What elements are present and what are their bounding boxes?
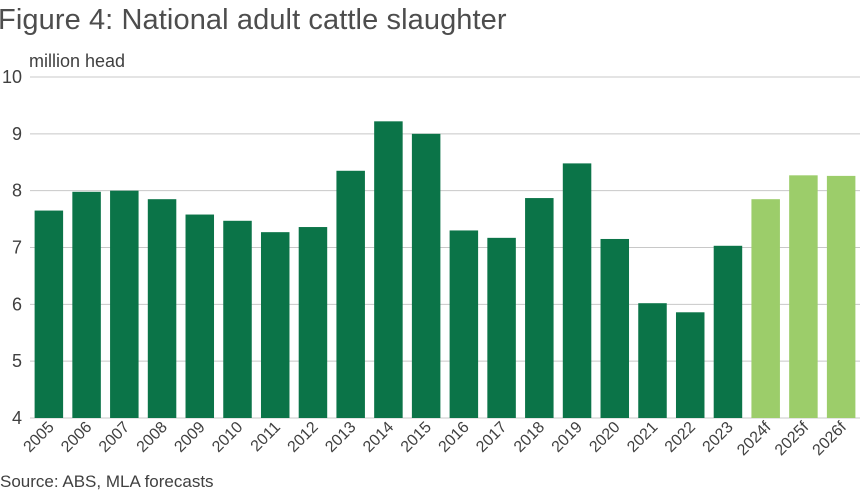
y-tick-label: 6 [12, 294, 22, 314]
x-tick-label: 2022 [662, 419, 699, 456]
chart-title: Figure 4: National adult cattle slaughte… [0, 4, 507, 36]
x-tick-label: 2006 [58, 419, 95, 456]
y-tick-label: 5 [12, 351, 22, 371]
x-tick-label: 2005 [21, 419, 58, 456]
x-tick-label: 2009 [171, 419, 208, 456]
x-tick-label: 2023 [700, 419, 737, 456]
x-tick-label: 2010 [209, 419, 246, 456]
bar-2023 [713, 245, 743, 418]
bar-2008 [147, 199, 177, 418]
bar-2026f [826, 175, 856, 418]
x-tick-label: 2019 [549, 419, 586, 456]
x-tick-label: 2017 [473, 419, 510, 456]
y-tick-label: 4 [12, 408, 22, 428]
x-tick-label: 2013 [322, 419, 359, 456]
bar-2010 [223, 220, 252, 418]
x-tick-label: 2015 [398, 419, 435, 456]
bar-2005 [34, 210, 64, 418]
bar-2013 [336, 170, 365, 418]
bar-2009 [185, 214, 215, 418]
bar-2018 [525, 198, 554, 418]
x-tick-label: 2020 [586, 419, 623, 456]
bar-2015 [411, 133, 441, 418]
bar-2006 [72, 191, 101, 418]
x-tick-label: 2007 [96, 419, 133, 456]
bar-2007 [110, 190, 139, 418]
y-axis: 4 5 6 7 8 9 10 [2, 67, 22, 428]
x-tick-label: 2008 [134, 419, 171, 456]
x-tick-label: 2011 [248, 419, 284, 455]
bar-2022 [675, 312, 705, 418]
bar-2012 [298, 227, 328, 418]
chart-source: Source: ABS, MLA forecasts [0, 472, 214, 491]
y-tick-label: 10 [2, 67, 22, 87]
x-tick-label: 2021 [624, 419, 661, 456]
x-tick-label: 2025f [772, 418, 813, 459]
bar-2017 [487, 237, 516, 418]
x-tick-label: 2018 [511, 419, 548, 456]
bar-2014 [374, 121, 403, 418]
bars [34, 121, 856, 418]
x-tick-label: 2024f [734, 418, 775, 459]
bar-2020 [600, 238, 630, 418]
y-axis-unit-label: million head [29, 51, 125, 71]
bar-2011 [260, 232, 290, 418]
y-tick-label: 9 [12, 124, 22, 144]
x-tick-label: 2014 [360, 419, 397, 456]
bar-2021 [638, 303, 667, 418]
bar-2025f [789, 175, 818, 418]
bar-2016 [449, 230, 479, 418]
x-tick-label: 2012 [285, 419, 322, 456]
bar-2024f [751, 199, 780, 418]
x-tick-label: 2026f [810, 418, 851, 459]
y-tick-label: 8 [12, 181, 22, 201]
x-axis: 2005 2006 2007 2008 2009 2010 2011 2012 2013 2014… [21, 418, 851, 459]
y-tick-label: 7 [12, 238, 22, 258]
bar-2019 [562, 163, 592, 418]
x-tick-label: 2016 [436, 419, 473, 456]
